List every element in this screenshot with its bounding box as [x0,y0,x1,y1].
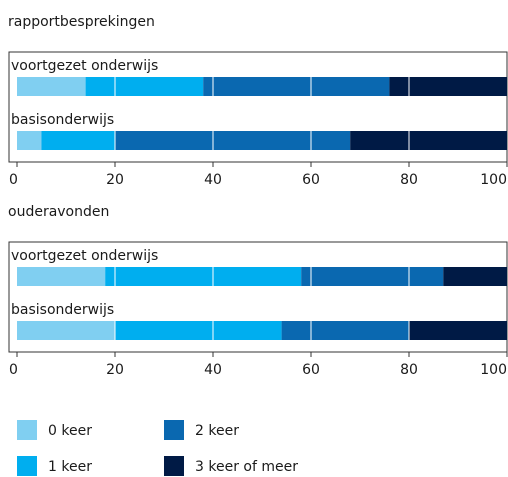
legend-label: 3 keer of meer [195,459,298,475]
x-tick-label: 60 [302,172,320,188]
x-tick-label: 20 [106,172,124,188]
bar-segment [350,131,507,150]
x-tick-label: 20 [106,362,124,378]
chart-title: rapportbesprekingen [8,14,155,30]
x-tick-label: 0 [9,172,18,188]
bar-segment [115,131,351,150]
bar-segment [115,321,282,340]
category-label: voortgezet onderwijs [11,58,158,74]
bar-segment [17,267,106,286]
plot-frame [8,51,508,163]
plot-frame [8,241,508,353]
x-tick-label: 100 [480,172,507,188]
legend-swatch [17,420,37,440]
bar-segment [301,267,444,286]
legend-label: 0 keer [48,423,92,439]
chart-title: ouderavonden [8,204,109,220]
bar-segment [443,267,507,286]
bar-segment [281,321,409,340]
category-label: basisonderwijs [11,112,114,128]
category-label: voortgezet onderwijs [11,248,158,264]
bar-segment [105,267,302,286]
x-tick-label: 60 [302,362,320,378]
legend-swatch [17,456,37,476]
x-tick-label: 100 [480,362,507,378]
x-tick-label: 80 [400,172,418,188]
bar-segment [41,131,115,150]
bar-segment [17,131,42,150]
x-tick-label: 40 [204,362,222,378]
bar-segment [203,77,390,96]
bar-segment [17,77,86,96]
legend-label: 2 keer [195,423,239,439]
bar-segment [409,321,507,340]
legend-swatch [164,456,184,476]
category-label: basisonderwijs [11,302,114,318]
bar-segment [389,77,507,96]
x-tick-label: 0 [9,362,18,378]
legend-swatch [164,420,184,440]
legend-label: 1 keer [48,459,92,475]
x-tick-label: 40 [204,172,222,188]
bar-segment [85,77,204,96]
x-tick-label: 80 [400,362,418,378]
bar-segment [17,321,115,340]
